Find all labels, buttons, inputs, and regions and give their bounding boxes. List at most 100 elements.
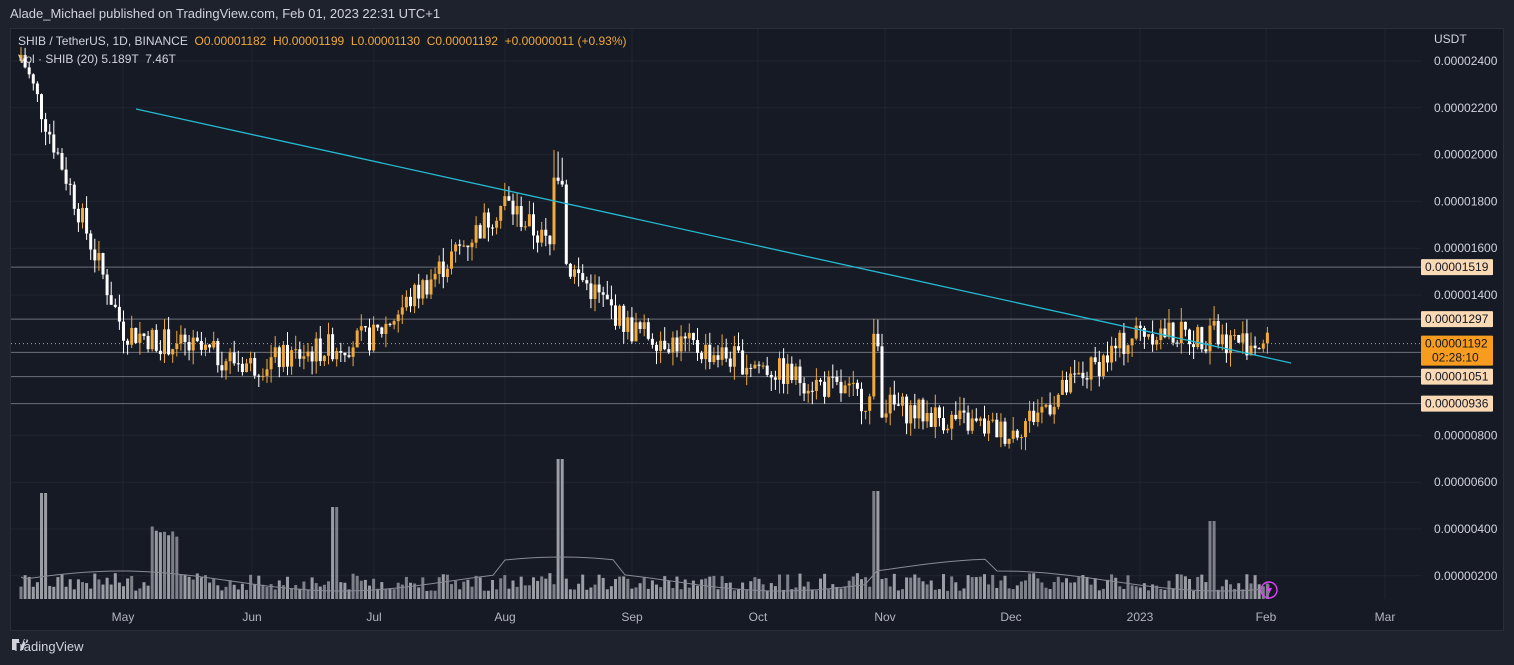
candle-body [396,314,400,322]
candle-body [273,347,277,358]
symbol-label[interactable]: SHIB / TetherUS, 1D, BINANCE [18,34,188,48]
candle-body [1220,334,1224,345]
candle-body [359,326,363,331]
candle-body [642,322,646,329]
volume-bar [35,582,39,599]
candle-body [605,294,609,300]
volume-bar [1060,582,1064,599]
volume-bar [905,577,909,599]
candle-body [1040,406,1044,413]
volume-bar [884,578,888,599]
volume-bar [597,574,601,599]
candle-body [1069,373,1073,393]
candle-body [823,381,827,397]
price-tick-label: 0.00000200 [1434,569,1498,583]
candle-body [819,379,822,382]
volume-bar [1245,574,1249,599]
volume-bar [933,589,937,599]
volume-bar [835,586,839,599]
candle-body [581,273,585,281]
volume-bar [478,577,482,599]
candle-body [1204,349,1208,352]
volume-bar [970,577,974,599]
volume-bar [831,584,835,599]
volume-bar [208,582,212,599]
candle-body [1155,340,1159,345]
volume-bar [76,579,80,599]
volume-bar [212,578,216,599]
publisher-header: Alade_Michael published on TradingView.c… [10,6,441,21]
candle-body [536,235,540,243]
volume-bar [1212,521,1216,599]
volume-bar [921,581,925,599]
volume-bar [1249,583,1253,599]
candle-body [339,351,343,353]
volume-bar [228,580,232,599]
candle-body [1081,372,1085,379]
candle-body [983,418,986,434]
volume-bar [491,580,494,599]
volume-bar [983,574,986,599]
candle-body [27,67,31,75]
candle-body [880,346,884,418]
candle-body [380,327,384,334]
volume-bar [236,589,240,599]
candle-body [761,365,765,367]
volume-bar [64,586,68,599]
volume-bar [560,459,564,599]
candle-body [835,376,839,382]
volume-bar [962,588,966,599]
candle-body [573,269,576,277]
volume-bar [380,582,384,599]
candle-body [437,261,441,274]
volume-bar [753,577,757,599]
candle-body [117,306,121,322]
price-tick-label: 0.00002000 [1434,148,1498,162]
candle-body [843,385,847,394]
candle-body [1011,430,1015,439]
candle-body [999,421,1003,438]
chart-pane[interactable]: May Jun Jul Aug Sep Oct Nov Dec 2023 Feb Mar 0.0000… [10,28,1504,631]
volume-ma-value: 7.46T [145,52,176,66]
footer-brand[interactable]: TradingView [12,639,84,654]
candle-body [1024,421,1027,438]
volume-bar [991,574,995,599]
volume-bar [642,577,646,599]
candle-body [93,249,97,261]
candle-body [409,296,412,307]
volume-bar [552,584,556,599]
volume-bar [417,587,421,599]
candle-body [511,200,515,215]
volume-bar [634,587,638,599]
candle-body [667,349,671,353]
currency-label: USDT [1434,32,1467,46]
candle-body [216,341,220,366]
candle-body [470,242,474,248]
candle-body [1233,335,1237,337]
close-value: C0.00001192 [426,34,498,48]
candle-body [298,349,302,359]
volume-bar [1241,589,1245,599]
volume-bar [1138,587,1142,599]
volume-bar [1179,574,1183,599]
candle-body [413,284,417,307]
candle-body [232,352,236,364]
volume-bar [814,590,818,599]
price-chart[interactable]: May Jun Jul Aug Sep Oct Nov Dec 2023 Feb Mar 0.0000… [11,29,1505,632]
candle-body [962,410,966,413]
candle-body [126,340,130,345]
volume-bar [1073,582,1077,599]
candle-body [896,404,900,406]
volume-bar [683,579,687,599]
volume-bar [929,580,933,599]
volume-bar [409,582,412,599]
volume-bar [609,586,613,599]
volume-bar [958,590,962,599]
lightning-icon [1260,581,1278,599]
time-axis-label: Dec [1000,610,1021,624]
volume-bar [868,586,872,599]
candle-body [109,295,113,305]
candle-body [1097,362,1101,377]
candle-body [515,206,519,215]
volume-bar [27,576,31,599]
